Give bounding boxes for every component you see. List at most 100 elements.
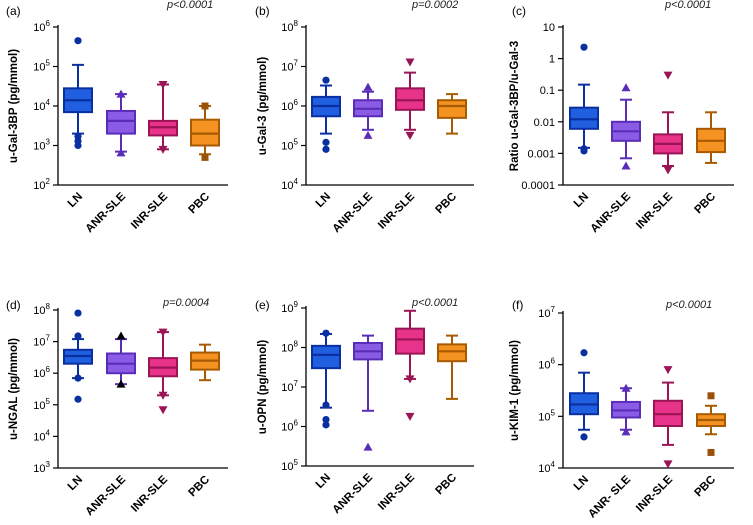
outlier-point xyxy=(322,145,330,153)
y-tick-label: 105 xyxy=(281,458,298,473)
outlier-point xyxy=(580,145,588,153)
outlier-point xyxy=(621,161,631,170)
box-ln xyxy=(311,76,341,153)
outlier-point xyxy=(158,391,168,400)
outlier-point xyxy=(158,328,168,337)
p-value: p=0.0002 xyxy=(411,0,458,11)
outlier-point xyxy=(322,329,330,337)
y-tick-label: 106 xyxy=(33,19,50,34)
outlier-point xyxy=(621,383,631,392)
y-axis-title: u-NGAL (pg/mmol) xyxy=(8,338,20,440)
x-category-label: PBC xyxy=(433,191,459,217)
outlier-point xyxy=(580,349,588,357)
outlier-point xyxy=(74,395,82,403)
y-tick-label: 106 xyxy=(33,365,50,380)
y-tick-label: 10 xyxy=(543,22,555,34)
y-tick-label: 0.001 xyxy=(527,148,555,160)
y-axis-title: u-Gal-3 (pg/mmol) xyxy=(257,57,269,156)
y-axis-title: u-Gal-3BP (pg/mmol) xyxy=(8,49,20,163)
y-tick-label: 1 xyxy=(549,54,555,66)
outlier-point xyxy=(707,448,715,456)
outlier-point xyxy=(322,76,330,84)
outlier-point xyxy=(405,131,415,140)
y-tick-label: 108 xyxy=(281,340,298,355)
box-pbc xyxy=(190,102,220,161)
x-category-label: PBC xyxy=(692,191,718,217)
box-ln xyxy=(63,309,93,403)
iqr-box xyxy=(395,327,425,355)
y-tick-label: 109 xyxy=(281,300,298,315)
outlier-point xyxy=(322,421,330,429)
panel-label: (e) xyxy=(255,298,270,312)
outlier-point xyxy=(363,82,373,91)
box-inr-sle xyxy=(395,58,425,140)
box-ln xyxy=(569,43,599,155)
y-axis-title: Ratio u-Gal-3BP/u-Gal-3 xyxy=(509,41,521,171)
outlier-point xyxy=(405,375,415,384)
outlier-point xyxy=(116,89,126,98)
outlier-point xyxy=(405,412,415,421)
y-tick-label: 105 xyxy=(538,408,555,423)
box-anr-sle xyxy=(106,89,136,157)
panel-label: (f) xyxy=(512,298,523,312)
box-anr-sle xyxy=(353,334,383,451)
panel-label: (a) xyxy=(6,4,21,18)
x-category-label: PBC xyxy=(692,474,718,500)
box-ln xyxy=(311,329,341,429)
outlier-point xyxy=(74,309,82,317)
y-tick-label: 107 xyxy=(33,334,50,349)
chart-panel-4: (d) p=0.0004 103 104 105 106 107 108 u-NGAL (pg/… xyxy=(6,297,228,518)
outlier-point xyxy=(322,415,330,424)
chart-panel-2: (b) p=0.0002 104 105 106 107 108 u-Gal-3 (pg/mm… xyxy=(255,0,474,235)
chart-panel-6: (f) p<0.0001 104 105 106 107 u-KIM-1 (pg/mmol)… xyxy=(509,298,734,521)
y-tick-label: 107 xyxy=(538,305,555,320)
outlier-point xyxy=(621,83,631,92)
outlier-point xyxy=(74,132,82,140)
box-anr-sle xyxy=(353,82,383,139)
x-category-label: LN xyxy=(572,474,591,493)
outlier-point xyxy=(322,138,330,146)
outlier-point xyxy=(158,145,168,154)
x-category-label: ANR-SLE xyxy=(588,190,633,235)
iqr-box xyxy=(311,344,341,370)
iqr-box xyxy=(106,109,136,135)
box-ln xyxy=(569,349,599,441)
x-category-label: ANR-SLE xyxy=(330,190,375,235)
y-tick-label: 105 xyxy=(33,59,50,74)
p-value: p=0.0004 xyxy=(162,297,209,309)
y-tick-label: 102 xyxy=(33,177,50,192)
box-anr-sle xyxy=(106,331,136,388)
x-category-label: LN xyxy=(314,191,333,210)
x-category-label: INR-SLE xyxy=(376,190,417,231)
x-category-label: LN xyxy=(314,472,333,491)
panel-label: (c) xyxy=(512,4,526,18)
y-tick-label: 0.0001 xyxy=(521,180,555,192)
y-tick-label: 103 xyxy=(33,460,50,475)
y-axis-title: u-KIM-1 (pg/mmol) xyxy=(509,340,521,441)
x-category-label: INR-SLE xyxy=(129,190,170,231)
y-tick-label: 104 xyxy=(33,428,50,443)
x-category-label: PBC xyxy=(433,472,459,498)
outlier-point xyxy=(201,153,209,161)
y-tick-label: 106 xyxy=(281,419,298,434)
y-tick-label: 0.1 xyxy=(540,85,555,97)
iqr-box xyxy=(437,343,467,363)
outlier-point xyxy=(663,366,673,375)
outlier-point xyxy=(621,427,631,436)
y-tick-label: 104 xyxy=(538,460,555,475)
x-category-label: INR-SLE xyxy=(634,473,675,514)
box-pbc xyxy=(190,343,220,382)
x-category-label: ANR-SLE xyxy=(83,473,128,518)
outlier-point xyxy=(405,58,415,67)
box-ln xyxy=(63,37,93,150)
box-inr-sle xyxy=(148,328,178,415)
box-pbc xyxy=(696,392,726,456)
y-tick-label: 107 xyxy=(281,379,298,394)
panel-label: (b) xyxy=(255,4,270,18)
y-tick-label: 105 xyxy=(281,138,298,153)
outlier-point xyxy=(363,130,373,139)
outlier-point xyxy=(116,148,126,157)
outlier-point xyxy=(158,406,168,415)
outlier-point xyxy=(201,102,209,110)
